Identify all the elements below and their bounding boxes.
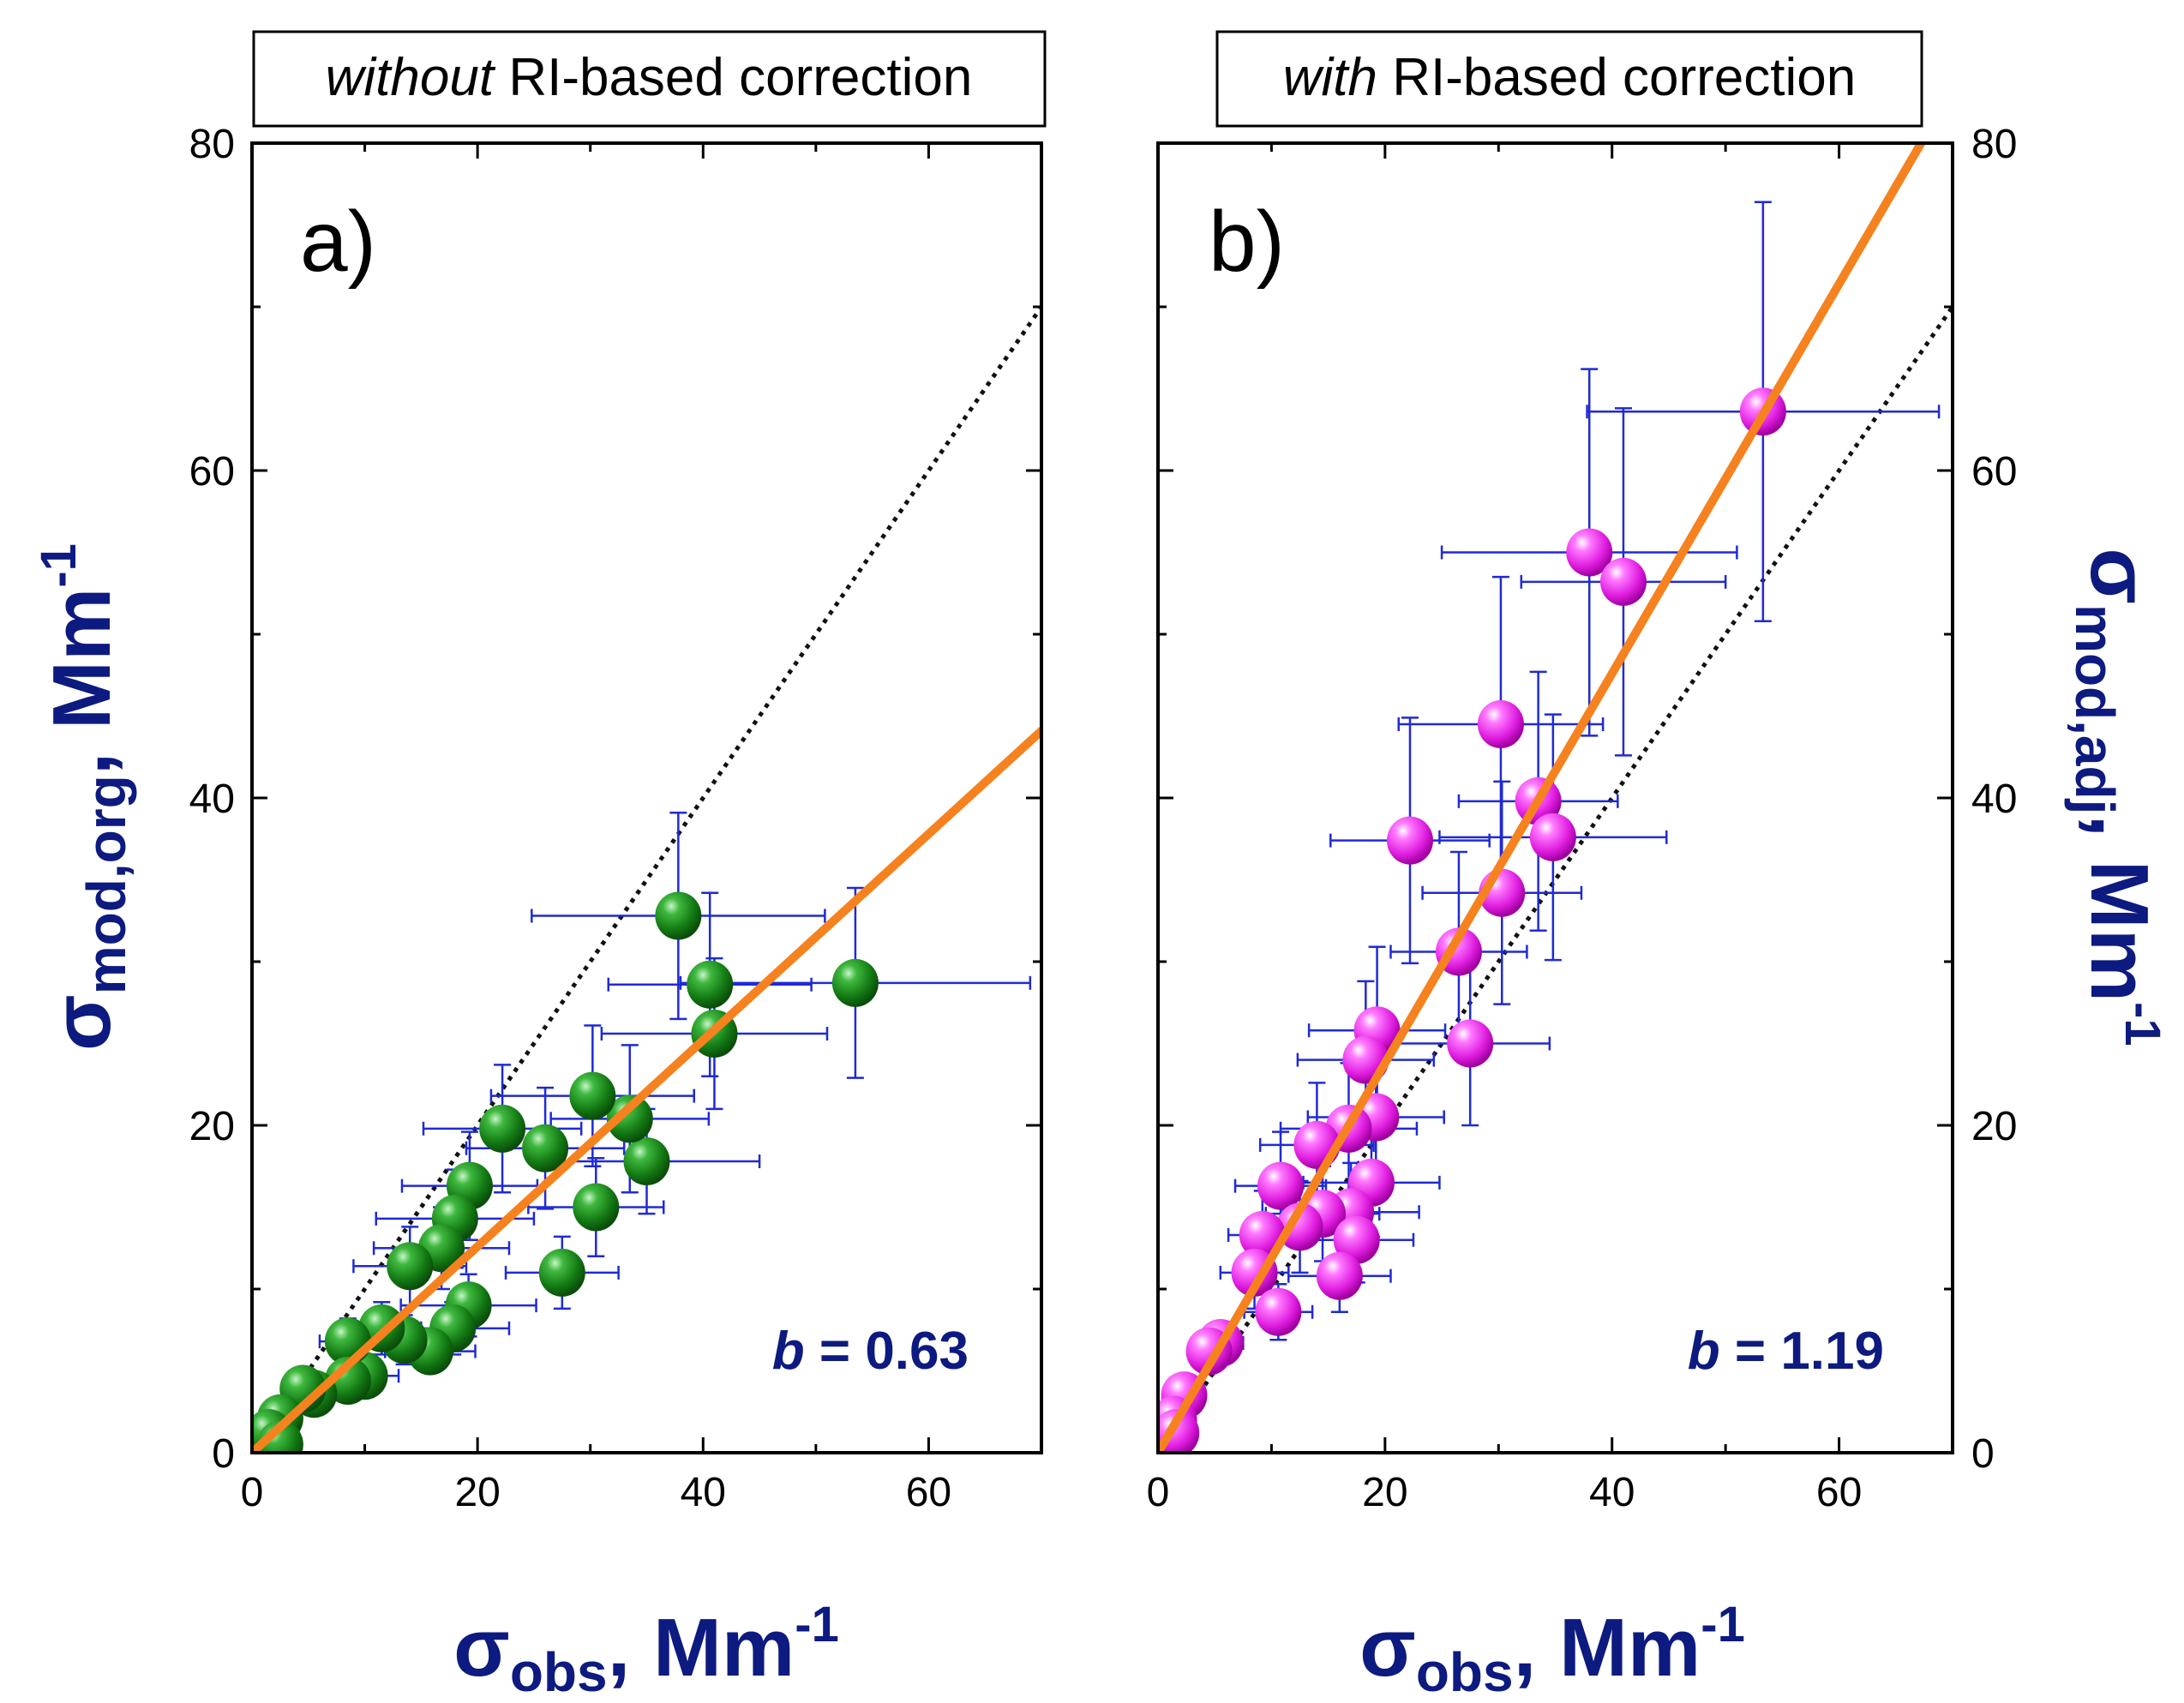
data-point — [1276, 1202, 1323, 1251]
panel-b-ticks: 0 20 40 60 0 20 40 60 80 — [1147, 122, 2018, 1515]
one-to-one-line — [1158, 305, 1953, 1453]
panel-a-y-axis-title: σmod,org, Mm-1 — [31, 543, 137, 1051]
y-tick-label: 40 — [1971, 777, 2017, 822]
data-point — [606, 1094, 653, 1143]
data-point — [1386, 816, 1433, 865]
x-tick-label: 40 — [681, 1470, 726, 1515]
panel-b-plot-area — [1158, 143, 1953, 1453]
x-tick-label: 60 — [906, 1470, 951, 1515]
x-tick-label: 60 — [1816, 1470, 1862, 1515]
data-point — [573, 1183, 620, 1232]
panel-b-y-axis-title: σmod,adj, Mm-1 — [2064, 548, 2170, 1046]
data-point — [1447, 1019, 1494, 1068]
y-tick-label: 20 — [1971, 1104, 2017, 1149]
panel-b-label: b) — [1209, 194, 1285, 290]
panel-a-slope-annotation: b = 0.63 — [772, 1322, 969, 1381]
regression-fit-line — [1158, 143, 1927, 1453]
panel-b-frame — [1156, 141, 1954, 1454]
panel-b-slope-var: b — [1688, 1322, 1720, 1381]
data-point — [1333, 1215, 1380, 1264]
y-tick-label: 80 — [1971, 122, 2017, 167]
data-point — [522, 1124, 569, 1172]
panel-a-points — [252, 891, 879, 1453]
y-tick-label: 60 — [189, 449, 235, 495]
x-tick-label: 0 — [241, 1470, 264, 1515]
panel-a-plot-area — [252, 305, 1041, 1453]
y-tick-label: 20 — [189, 1104, 235, 1149]
data-point — [831, 958, 879, 1007]
x-tick-label: 40 — [1589, 1470, 1635, 1515]
svg-text:with RI-based correction: with RI-based correction — [1283, 48, 1857, 107]
panel-a-title-rest: RI-based correction — [494, 48, 972, 107]
panel-b-title-box: with RI-based correction — [1215, 30, 1923, 128]
data-point — [479, 1104, 526, 1153]
y-tick-label: 0 — [1971, 1431, 1995, 1477]
svg-text:without RI-based correction: without RI-based correction — [326, 48, 973, 107]
panel-a-x-axis-title: σobs, Mm-1 — [453, 1597, 839, 1703]
data-point — [387, 1242, 434, 1291]
data-point — [569, 1071, 616, 1120]
panel-a: without RI-based correction a) 0 20 40 60 0 2… — [31, 30, 1047, 1703]
panel-b-slope-annotation: b = 1.19 — [1688, 1322, 1884, 1381]
data-point — [1257, 1161, 1305, 1210]
data-point — [687, 960, 734, 1009]
data-point — [256, 1420, 303, 1453]
panel-a-ticks: 0 20 40 60 0 20 40 60 80 — [189, 122, 1041, 1515]
data-point — [1529, 813, 1576, 861]
y-tick-label: 80 — [189, 122, 235, 167]
panel-a-frame — [250, 141, 1043, 1454]
panel-a-title-italic: without — [326, 48, 496, 107]
one-to-one-line — [252, 305, 1041, 1453]
panel-a-title-box: without RI-based correction — [252, 30, 1047, 128]
panel-a-slope-var: b — [772, 1322, 805, 1381]
data-point — [1255, 1287, 1302, 1336]
panel-b-title-rest: RI-based correction — [1377, 48, 1856, 107]
y-tick-label: 40 — [189, 777, 235, 822]
panel-a-plot: 0 20 40 60 0 20 40 60 80 — [189, 122, 1041, 1515]
data-point — [538, 1248, 585, 1297]
regression-fit-line — [252, 726, 1041, 1453]
data-point — [1316, 1251, 1363, 1300]
data-point — [1477, 700, 1524, 749]
panel-b-x-axis-title: σobs, Mm-1 — [1359, 1597, 1745, 1703]
x-tick-label: 20 — [454, 1470, 500, 1515]
panel-a-slope-value: = 0.63 — [805, 1322, 969, 1381]
x-tick-label: 20 — [1362, 1470, 1407, 1515]
y-tick-label: 60 — [1971, 449, 2017, 495]
data-point — [623, 1137, 670, 1186]
panel-b-slope-value: = 1.19 — [1720, 1322, 1884, 1381]
y-tick-label: 0 — [212, 1431, 235, 1477]
panel-b-plot: 0 20 40 60 0 20 40 60 80 — [1147, 122, 2018, 1515]
panel-b-title-italic: with — [1283, 48, 1377, 107]
panel-a-label: a) — [300, 194, 376, 290]
x-tick-label: 0 — [1147, 1470, 1170, 1515]
panel-b: with RI-based correction b) 0 20 40 60 0 20 40… — [1147, 30, 2170, 1703]
data-point — [1566, 528, 1613, 577]
data-point — [655, 891, 702, 940]
data-point — [1599, 557, 1647, 606]
